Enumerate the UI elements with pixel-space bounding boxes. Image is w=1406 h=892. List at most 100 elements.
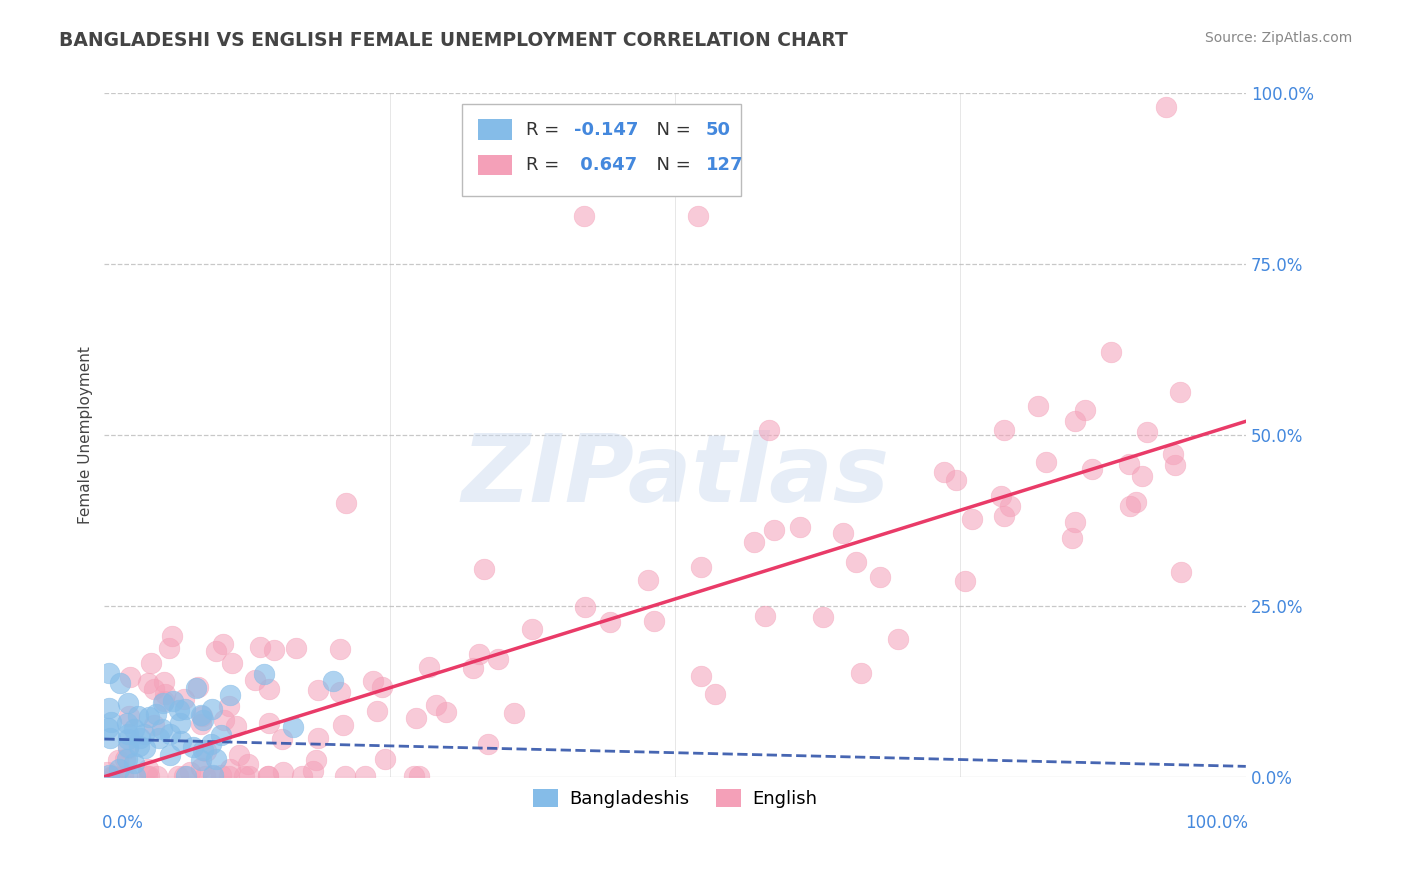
Point <box>98 665 121 680</box>
Point <box>811 610 834 624</box>
Point <box>152 696 174 710</box>
Point <box>1154 100 1177 114</box>
Point <box>205 752 228 766</box>
Text: 50: 50 <box>706 120 731 138</box>
Point <box>263 643 285 657</box>
Point <box>166 769 188 783</box>
Point <box>434 705 457 719</box>
Point <box>138 769 160 783</box>
Point <box>332 718 354 732</box>
Point <box>361 673 384 688</box>
Point <box>228 748 250 763</box>
Point <box>190 761 212 775</box>
Point <box>1080 462 1102 476</box>
Point <box>1136 425 1159 439</box>
Point <box>335 496 357 510</box>
Point <box>212 713 235 727</box>
Point <box>953 574 976 588</box>
FancyBboxPatch shape <box>478 155 512 176</box>
Point <box>209 768 232 782</box>
Point <box>322 673 344 688</box>
Point <box>253 667 276 681</box>
Point <box>219 762 242 776</box>
Point <box>1099 344 1122 359</box>
Text: R =: R = <box>526 120 565 138</box>
Point <box>1035 455 1057 469</box>
Point <box>202 769 225 783</box>
Point <box>193 743 215 757</box>
Point <box>285 640 308 655</box>
Point <box>520 623 543 637</box>
Point <box>302 764 325 778</box>
Point <box>461 661 484 675</box>
Point <box>142 718 165 732</box>
Point <box>153 694 176 708</box>
Point <box>869 570 891 584</box>
Legend: Bangladeshis, English: Bangladeshis, English <box>526 782 824 815</box>
Point <box>174 702 197 716</box>
Point <box>148 731 170 746</box>
Point <box>307 682 329 697</box>
Point <box>704 687 727 701</box>
Point <box>187 680 209 694</box>
Point <box>637 573 659 587</box>
Point <box>190 716 212 731</box>
Point <box>117 741 139 756</box>
Point <box>477 737 499 751</box>
Point <box>162 694 184 708</box>
Point <box>474 562 496 576</box>
Point <box>117 752 139 766</box>
Text: 0.0%: 0.0% <box>103 814 143 832</box>
Point <box>993 423 1015 437</box>
Point <box>366 704 388 718</box>
Point <box>932 465 955 479</box>
Point <box>887 632 910 646</box>
Text: R =: R = <box>526 156 565 174</box>
Point <box>169 715 191 730</box>
Point <box>114 752 136 766</box>
Point <box>181 739 204 754</box>
Point <box>190 708 212 723</box>
FancyBboxPatch shape <box>461 103 741 196</box>
Point <box>1164 458 1187 472</box>
Point <box>1132 468 1154 483</box>
FancyBboxPatch shape <box>478 120 512 140</box>
Point <box>209 728 232 742</box>
Point <box>257 769 280 783</box>
Point <box>129 731 152 746</box>
Point <box>108 675 131 690</box>
Point <box>218 769 240 783</box>
Point <box>503 706 526 721</box>
Point <box>128 739 150 753</box>
Point <box>136 769 159 783</box>
Text: N =: N = <box>645 156 697 174</box>
Point <box>259 682 281 697</box>
Point <box>762 523 785 537</box>
Point <box>281 720 304 734</box>
Point <box>100 714 122 729</box>
Point <box>371 680 394 694</box>
Point <box>179 764 201 779</box>
Point <box>122 722 145 736</box>
Point <box>136 763 159 777</box>
Text: 100.0%: 100.0% <box>1185 814 1249 832</box>
Point <box>405 711 427 725</box>
Point <box>990 489 1012 503</box>
Point <box>271 732 294 747</box>
Point <box>145 706 167 721</box>
Point <box>218 698 240 713</box>
Point <box>134 727 156 741</box>
Point <box>122 756 145 770</box>
Point <box>219 688 242 702</box>
Point <box>200 738 222 752</box>
Point <box>124 769 146 783</box>
Point <box>572 210 595 224</box>
Point <box>167 703 190 717</box>
Point <box>174 769 197 783</box>
Point <box>173 692 195 706</box>
Point <box>98 768 121 782</box>
Text: BANGLADESHI VS ENGLISH FEMALE UNEMPLOYMENT CORRELATION CHART: BANGLADESHI VS ENGLISH FEMALE UNEMPLOYME… <box>59 31 848 50</box>
Point <box>159 748 181 763</box>
Point <box>107 763 129 777</box>
Point <box>201 768 224 782</box>
